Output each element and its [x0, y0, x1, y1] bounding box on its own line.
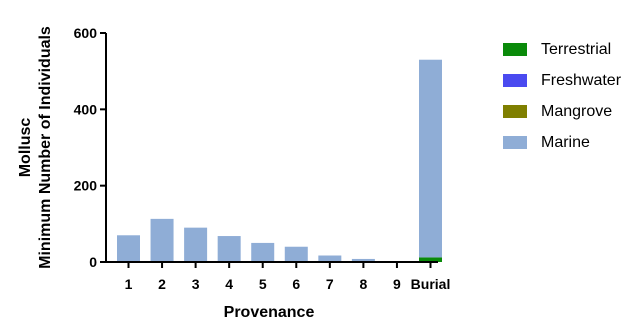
x-tick-label: 3 [192, 276, 200, 292]
legend-label-mangrove: Mangrove [541, 103, 612, 120]
axes-group: 0 200 400 600 1 2 3 4 5 6 7 8 9 Burial [74, 25, 451, 292]
legend-swatch-marine [503, 136, 527, 149]
x-tick-label: 7 [326, 276, 334, 292]
bar-marine-8 [351, 258, 375, 262]
x-tick-label: 4 [225, 276, 233, 292]
y-axis-title-line2: Minimum Number of Individuals [37, 26, 54, 269]
y-tick-label: 600 [74, 25, 98, 41]
y-axis-title-line1: Mollusc [17, 118, 34, 178]
legend-label-marine: Marine [541, 134, 590, 151]
bar-marine-2 [150, 218, 174, 262]
legend-swatch-freshwater [503, 74, 527, 87]
bar-marine-1 [117, 235, 140, 262]
bar-marine-4 [217, 236, 241, 262]
x-axis-title: Provenance [224, 304, 315, 320]
x-tick-label: 1 [125, 276, 133, 292]
bars-group [117, 59, 442, 262]
bar-terrestrial-burial [419, 257, 442, 262]
x-tick-label: 2 [158, 276, 166, 292]
x-tick-label: 8 [359, 276, 367, 292]
legend-swatch-terrestrial [503, 43, 527, 56]
bar-marine-5 [251, 242, 275, 262]
bar-marine-burial [419, 59, 442, 258]
legend-label-terrestrial: Terrestrial [541, 41, 611, 58]
legend: Terrestrial Freshwater Mangrove Marine [503, 41, 622, 151]
y-tick-label: 200 [74, 178, 98, 194]
x-tick-label: 6 [292, 276, 300, 292]
x-tick-label: Burial [411, 276, 451, 292]
legend-label-freshwater: Freshwater [541, 72, 622, 89]
legend-swatch-mangrove [503, 105, 527, 118]
bar-marine-7 [318, 255, 342, 262]
bar-marine-6 [284, 246, 308, 262]
bar-marine-3 [184, 227, 208, 262]
y-tick-label: 400 [74, 101, 98, 117]
x-tick-label: 5 [259, 276, 267, 292]
x-tick-label: 9 [393, 276, 401, 292]
y-tick-label: 0 [89, 254, 97, 270]
